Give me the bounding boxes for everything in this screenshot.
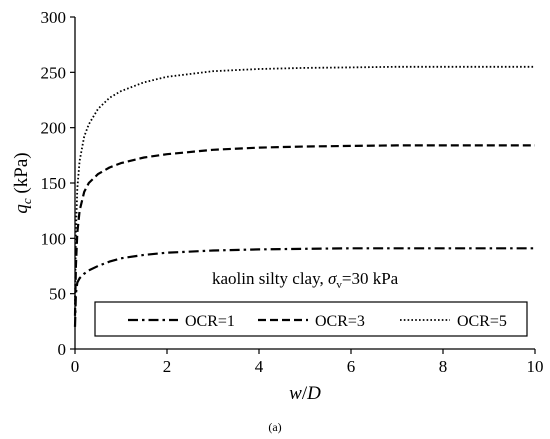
legend-label: OCR=3	[315, 313, 365, 330]
x-tick-label: 8	[439, 357, 448, 376]
y-tick-label: 200	[41, 119, 67, 138]
y-axis-title-unit: (kPa)	[11, 152, 32, 198]
annotation-subscript: v	[336, 279, 342, 291]
legend-label: OCR=5	[457, 313, 507, 330]
series-line-ocr-1	[73, 247, 535, 327]
x-tick-label: 4	[255, 357, 264, 376]
x-axis-title: w/D	[289, 383, 321, 404]
x-tick-label: 2	[163, 357, 172, 376]
legend: OCR=1 OCR=3 OCR=5	[94, 301, 528, 337]
y-tick-label: 150	[41, 174, 67, 193]
y-axis-title: qc (kPa)	[11, 152, 34, 213]
annotation-symbol: σ	[328, 269, 337, 288]
series	[73, 65, 535, 327]
legend-box	[94, 301, 528, 337]
annotation-rest: =30 kPa	[342, 269, 399, 288]
y-axis-title-main: q	[11, 204, 32, 214]
x-axis-title-main: w	[289, 383, 302, 404]
legend-label: OCR=1	[185, 313, 235, 330]
axes	[74, 17, 535, 350]
y-tick-label: 300	[41, 8, 67, 27]
annotation-label: kaolin silty clay, σv=30 kPa	[212, 269, 399, 291]
y-axis-title-sub: c	[19, 198, 34, 204]
x-axis-title-slash: /	[302, 383, 308, 404]
y-tick-label: 50	[49, 285, 66, 304]
legend-items: OCR=1 OCR=3 OCR=5	[128, 313, 507, 330]
y-tick-label: 0	[58, 340, 67, 359]
y-tick-label: 250	[41, 63, 67, 82]
annotation-text: kaolin silty clay,	[212, 269, 328, 288]
x-tick-label: 0	[71, 357, 80, 376]
x-tick-label: 10	[527, 357, 544, 376]
y-tick-label: 100	[41, 229, 67, 248]
figure-caption: (a)	[268, 420, 281, 434]
x-axis-title-sub: D	[306, 383, 321, 404]
series-line-ocr-3	[73, 144, 535, 316]
x-tick-label: 6	[347, 357, 356, 376]
